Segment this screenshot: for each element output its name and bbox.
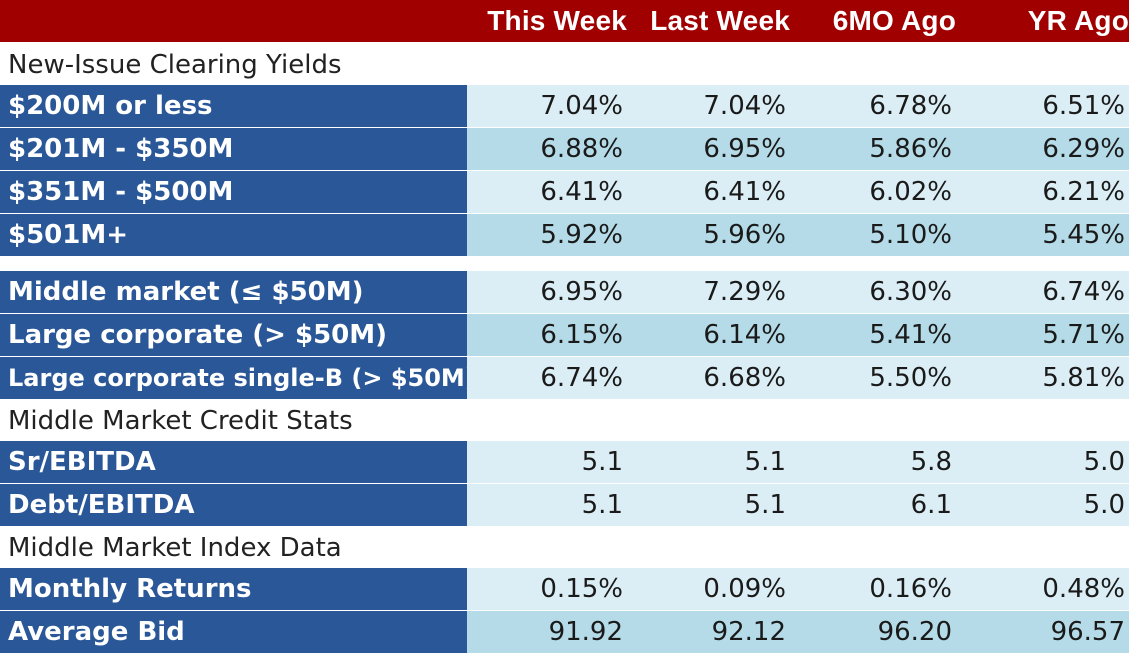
header-corner: [0, 0, 467, 42]
row-label: Sr/EBITDA: [0, 441, 467, 484]
column-header-6mo-ago: 6MO Ago: [832, 5, 956, 36]
section-title-row: New-Issue Clearing Yields: [0, 44, 1129, 85]
section-spacer: [0, 257, 1129, 271]
table-cell: 6.78%: [790, 85, 956, 128]
row-label: Middle market (≤ $50M): [0, 271, 467, 314]
table-row: Middle market (≤ $50M) 6.95% 7.29% 6.30%…: [0, 271, 1129, 314]
section-title: Middle Market Index Data: [8, 532, 342, 563]
table-cell: 5.41%: [790, 314, 956, 357]
table-cell: 6.51%: [956, 85, 1129, 128]
table-cell: 5.96%: [627, 214, 790, 257]
table-cell: 5.45%: [956, 214, 1129, 257]
table-cell: 6.95%: [627, 128, 790, 171]
table-cell: 5.10%: [790, 214, 956, 257]
table-cell: 6.21%: [956, 171, 1129, 214]
table-cell: 91.92: [467, 611, 627, 654]
section-title: Middle Market Credit Stats: [8, 405, 353, 436]
table-cell: 6.14%: [627, 314, 790, 357]
section-title: New-Issue Clearing Yields: [8, 49, 342, 80]
table-row: $351M - $500M 6.41% 6.41% 6.02% 6.21%: [0, 171, 1129, 214]
row-label: $200M or less: [0, 85, 467, 128]
table-cell: 6.88%: [467, 128, 627, 171]
table-cell: 0.48%: [956, 568, 1129, 611]
table-cell: 0.09%: [627, 568, 790, 611]
table-cell: 6.68%: [627, 357, 790, 400]
row-label: $201M - $350M: [0, 128, 467, 171]
table-cell: 5.86%: [790, 128, 956, 171]
table-cell: 5.0: [956, 441, 1129, 484]
table-cell: 6.41%: [467, 171, 627, 214]
table-cell: 0.16%: [790, 568, 956, 611]
section-title-row: Middle Market Credit Stats: [0, 400, 1129, 441]
table-cell: 5.0: [956, 484, 1129, 527]
table-cell: 6.30%: [790, 271, 956, 314]
table-row: $200M or less 7.04% 7.04% 6.78% 6.51%: [0, 85, 1129, 128]
table-cell: 6.95%: [467, 271, 627, 314]
table-row: Sr/EBITDA 5.1 5.1 5.8 5.0: [0, 441, 1129, 484]
table-cell: 5.1: [467, 484, 627, 527]
table-cell: 6.15%: [467, 314, 627, 357]
table-cell: 5.92%: [467, 214, 627, 257]
table-row: $201M - $350M 6.88% 6.95% 5.86% 6.29%: [0, 128, 1129, 171]
table-cell: 5.81%: [956, 357, 1129, 400]
row-label: Debt/EBITDA: [0, 484, 467, 527]
table-cell: 6.74%: [956, 271, 1129, 314]
table-cell: 7.04%: [467, 85, 627, 128]
table-cell: 5.71%: [956, 314, 1129, 357]
table-row: Large corporate (> $50M) 6.15% 6.14% 5.4…: [0, 314, 1129, 357]
header-row: This Week Last Week 6MO Ago YR Ago: [0, 0, 1129, 44]
table-cell: 7.29%: [627, 271, 790, 314]
table-cell: 6.1: [790, 484, 956, 527]
table-row: Monthly Returns 0.15% 0.09% 0.16% 0.48%: [0, 568, 1129, 611]
table-cell: 92.12: [627, 611, 790, 654]
table-cell: 7.04%: [627, 85, 790, 128]
table-cell: 6.02%: [790, 171, 956, 214]
row-label: Large corporate single-B (> $50M): [0, 357, 476, 400]
table-row: Average Bid 91.92 92.12 96.20 96.57: [0, 611, 1129, 654]
table-cell: 5.50%: [790, 357, 956, 400]
row-label: Monthly Returns: [0, 568, 467, 611]
table-cell: 5.1: [627, 484, 790, 527]
row-label: $501M+: [0, 214, 467, 257]
table-cell: 96.20: [790, 611, 956, 654]
table-row: $501M+ 5.92% 5.96% 5.10% 5.45%: [0, 214, 1129, 257]
table-cell: 5.1: [467, 441, 627, 484]
row-label: $351M - $500M: [0, 171, 467, 214]
column-header-last-week: Last Week: [650, 5, 790, 36]
table-cell: 6.29%: [956, 128, 1129, 171]
column-header-this-week: This Week: [487, 5, 627, 36]
table-row: Debt/EBITDA 5.1 5.1 6.1 5.0: [0, 484, 1129, 527]
table-cell: 0.15%: [467, 568, 627, 611]
column-header-yr-ago: YR Ago: [1027, 5, 1129, 36]
row-label: Large corporate (> $50M): [0, 314, 467, 357]
section-title-row: Middle Market Index Data: [0, 527, 1129, 568]
table-row: Large corporate single-B (> $50M) 6.74% …: [0, 357, 1129, 400]
table-cell: 96.57: [956, 611, 1129, 654]
table-cell: 6.41%: [627, 171, 790, 214]
row-label: Average Bid: [0, 611, 467, 654]
table-cell: 5.8: [790, 441, 956, 484]
table-cell: 6.74%: [467, 357, 627, 400]
table-cell: 5.1: [627, 441, 790, 484]
